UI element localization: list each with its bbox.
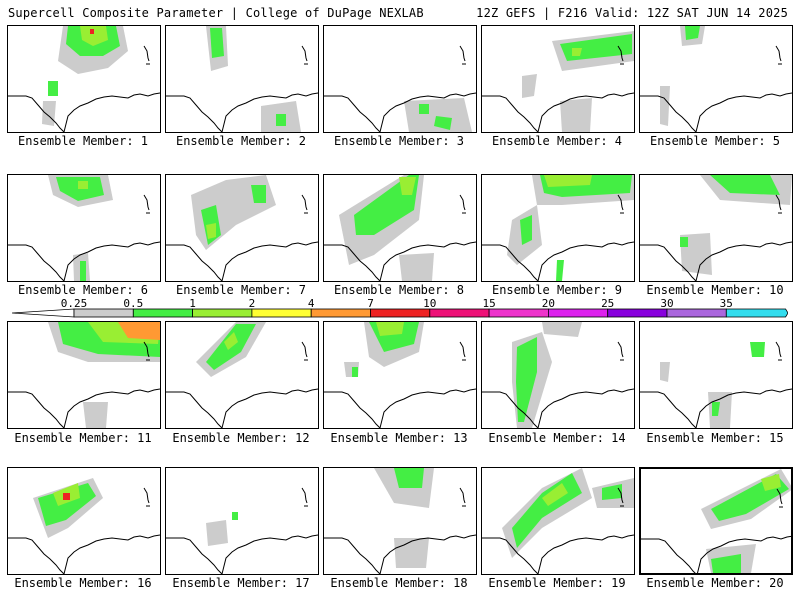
parameter-shading (640, 175, 792, 281)
parameter-shading (8, 322, 160, 428)
ensemble-member-label: Ensemble Member: 4 (491, 134, 623, 148)
colorbar-tick-label: 1 (189, 297, 196, 310)
parameter-shading (166, 26, 318, 132)
ensemble-member-label: Ensemble Member: 19 (488, 576, 626, 590)
ensemble-member-map-12[interactable] (165, 321, 319, 429)
ensemble-member-map-8[interactable] (323, 174, 477, 282)
ensemble-member-label: Ensemble Member: 17 (172, 576, 310, 590)
ensemble-member-map-18[interactable] (323, 467, 477, 575)
map-title: Supercell Composite Parameter | College … (8, 6, 424, 20)
colorbar-tick-label: 10 (423, 297, 437, 310)
colorbar-start-arrow (12, 308, 75, 318)
colorbar-swatch (251, 308, 312, 318)
colorbar-swatch (666, 308, 727, 318)
colorbar-tick-label: 20 (541, 297, 556, 310)
ensemble-member-map-13[interactable] (323, 321, 477, 429)
ensemble-member-map-5[interactable] (639, 25, 793, 133)
ensemble-member-label: Ensemble Member: 6 (17, 283, 149, 297)
colorbar-swatch (192, 308, 253, 318)
ensemble-member-map-4[interactable] (481, 25, 635, 133)
ensemble-member-map-6[interactable] (7, 174, 161, 282)
ensemble-member-map-14[interactable] (481, 321, 635, 429)
ensemble-member-label: Ensemble Member: 13 (330, 431, 468, 445)
parameter-shading (8, 175, 160, 281)
ensemble-member-map-9[interactable] (481, 174, 635, 282)
parameter-shading (482, 31, 634, 132)
ensemble-member-label: Ensemble Member: 12 (172, 431, 310, 445)
parameter-shading (324, 175, 476, 281)
ensemble-member-map-17[interactable] (165, 467, 319, 575)
ensemble-member-label: Ensemble Member: 10 (646, 283, 784, 297)
ensemble-member-label: Ensemble Member: 11 (14, 431, 152, 445)
colorbar-tick-label: 4 (307, 297, 315, 310)
parameter-shading (324, 45, 476, 132)
ensemble-member-map-20[interactable] (639, 467, 793, 575)
parameter-shading (482, 322, 634, 428)
parameter-shading (482, 468, 634, 574)
parameter-shading (166, 487, 318, 574)
ensemble-member-label: Ensemble Member: 9 (491, 283, 623, 297)
ensemble-member-map-2[interactable] (165, 25, 319, 133)
parameter-shading (640, 26, 792, 132)
ensemble-member-label: Ensemble Member: 14 (488, 431, 626, 445)
ensemble-member-label: Ensemble Member: 18 (330, 576, 468, 590)
parameter-shading (324, 468, 476, 574)
colorbar-swatch (132, 308, 194, 318)
colorbar-swatch (548, 308, 609, 318)
model-valid-time: 12Z GEFS | F216 Valid: 12Z SAT JUN 14 20… (476, 6, 788, 20)
ensemble-member-label: Ensemble Member: 20 (646, 576, 784, 590)
colorbar-tick-label: 15 (482, 297, 496, 310)
color-scale-bar (12, 308, 788, 318)
ensemble-member-label: Ensemble Member: 7 (175, 283, 307, 297)
colorbar-swatch (310, 308, 371, 318)
parameter-shading (324, 322, 476, 428)
ensemble-member-label: Ensemble Member: 2 (175, 134, 307, 148)
ensemble-member-map-19[interactable] (481, 467, 635, 575)
parameter-shading (166, 175, 318, 281)
colorbar-tick-label: 0.25 (60, 297, 88, 310)
ensemble-member-map-15[interactable] (639, 321, 793, 429)
colorbar-swatch (607, 308, 668, 318)
ensemble-member-map-7[interactable] (165, 174, 319, 282)
colorbar-tick-label: 0.5 (123, 297, 144, 310)
ensemble-member-label: Ensemble Member: 3 (333, 134, 465, 148)
parameter-shading (8, 478, 160, 574)
colorbar-tick-label: 30 (660, 297, 674, 310)
parameter-shading (8, 26, 160, 132)
parameter-shading (166, 322, 318, 428)
ensemble-member-map-16[interactable] (7, 467, 161, 575)
ensemble-member-label: Ensemble Member: 5 (649, 134, 781, 148)
ensemble-member-label: Ensemble Member: 15 (646, 431, 784, 445)
colorbar-swatch (370, 308, 431, 318)
parameter-shading (641, 469, 791, 573)
colorbar-swatch (725, 308, 788, 318)
ensemble-member-map-11[interactable] (7, 321, 161, 429)
colorbar-tick-label: 25 (601, 297, 615, 310)
ensemble-member-label: Ensemble Member: 1 (17, 134, 149, 148)
colorbar-swatch (488, 308, 549, 318)
colorbar-swatch (73, 308, 134, 318)
colorbar-tick-label: 2 (248, 297, 256, 310)
ensemble-member-map-10[interactable] (639, 174, 793, 282)
colorbar-tick-label: 35 (719, 297, 733, 310)
parameter-shading (640, 341, 792, 428)
ensemble-member-label: Ensemble Member: 8 (333, 283, 465, 297)
colorbar-swatch (429, 308, 490, 318)
colorbar-tick-label: 7 (367, 297, 374, 310)
ensemble-member-map-1[interactable] (7, 25, 161, 133)
parameter-shading (482, 175, 634, 281)
ensemble-member-label: Ensemble Member: 16 (14, 576, 152, 590)
ensemble-member-map-3[interactable] (323, 25, 477, 133)
